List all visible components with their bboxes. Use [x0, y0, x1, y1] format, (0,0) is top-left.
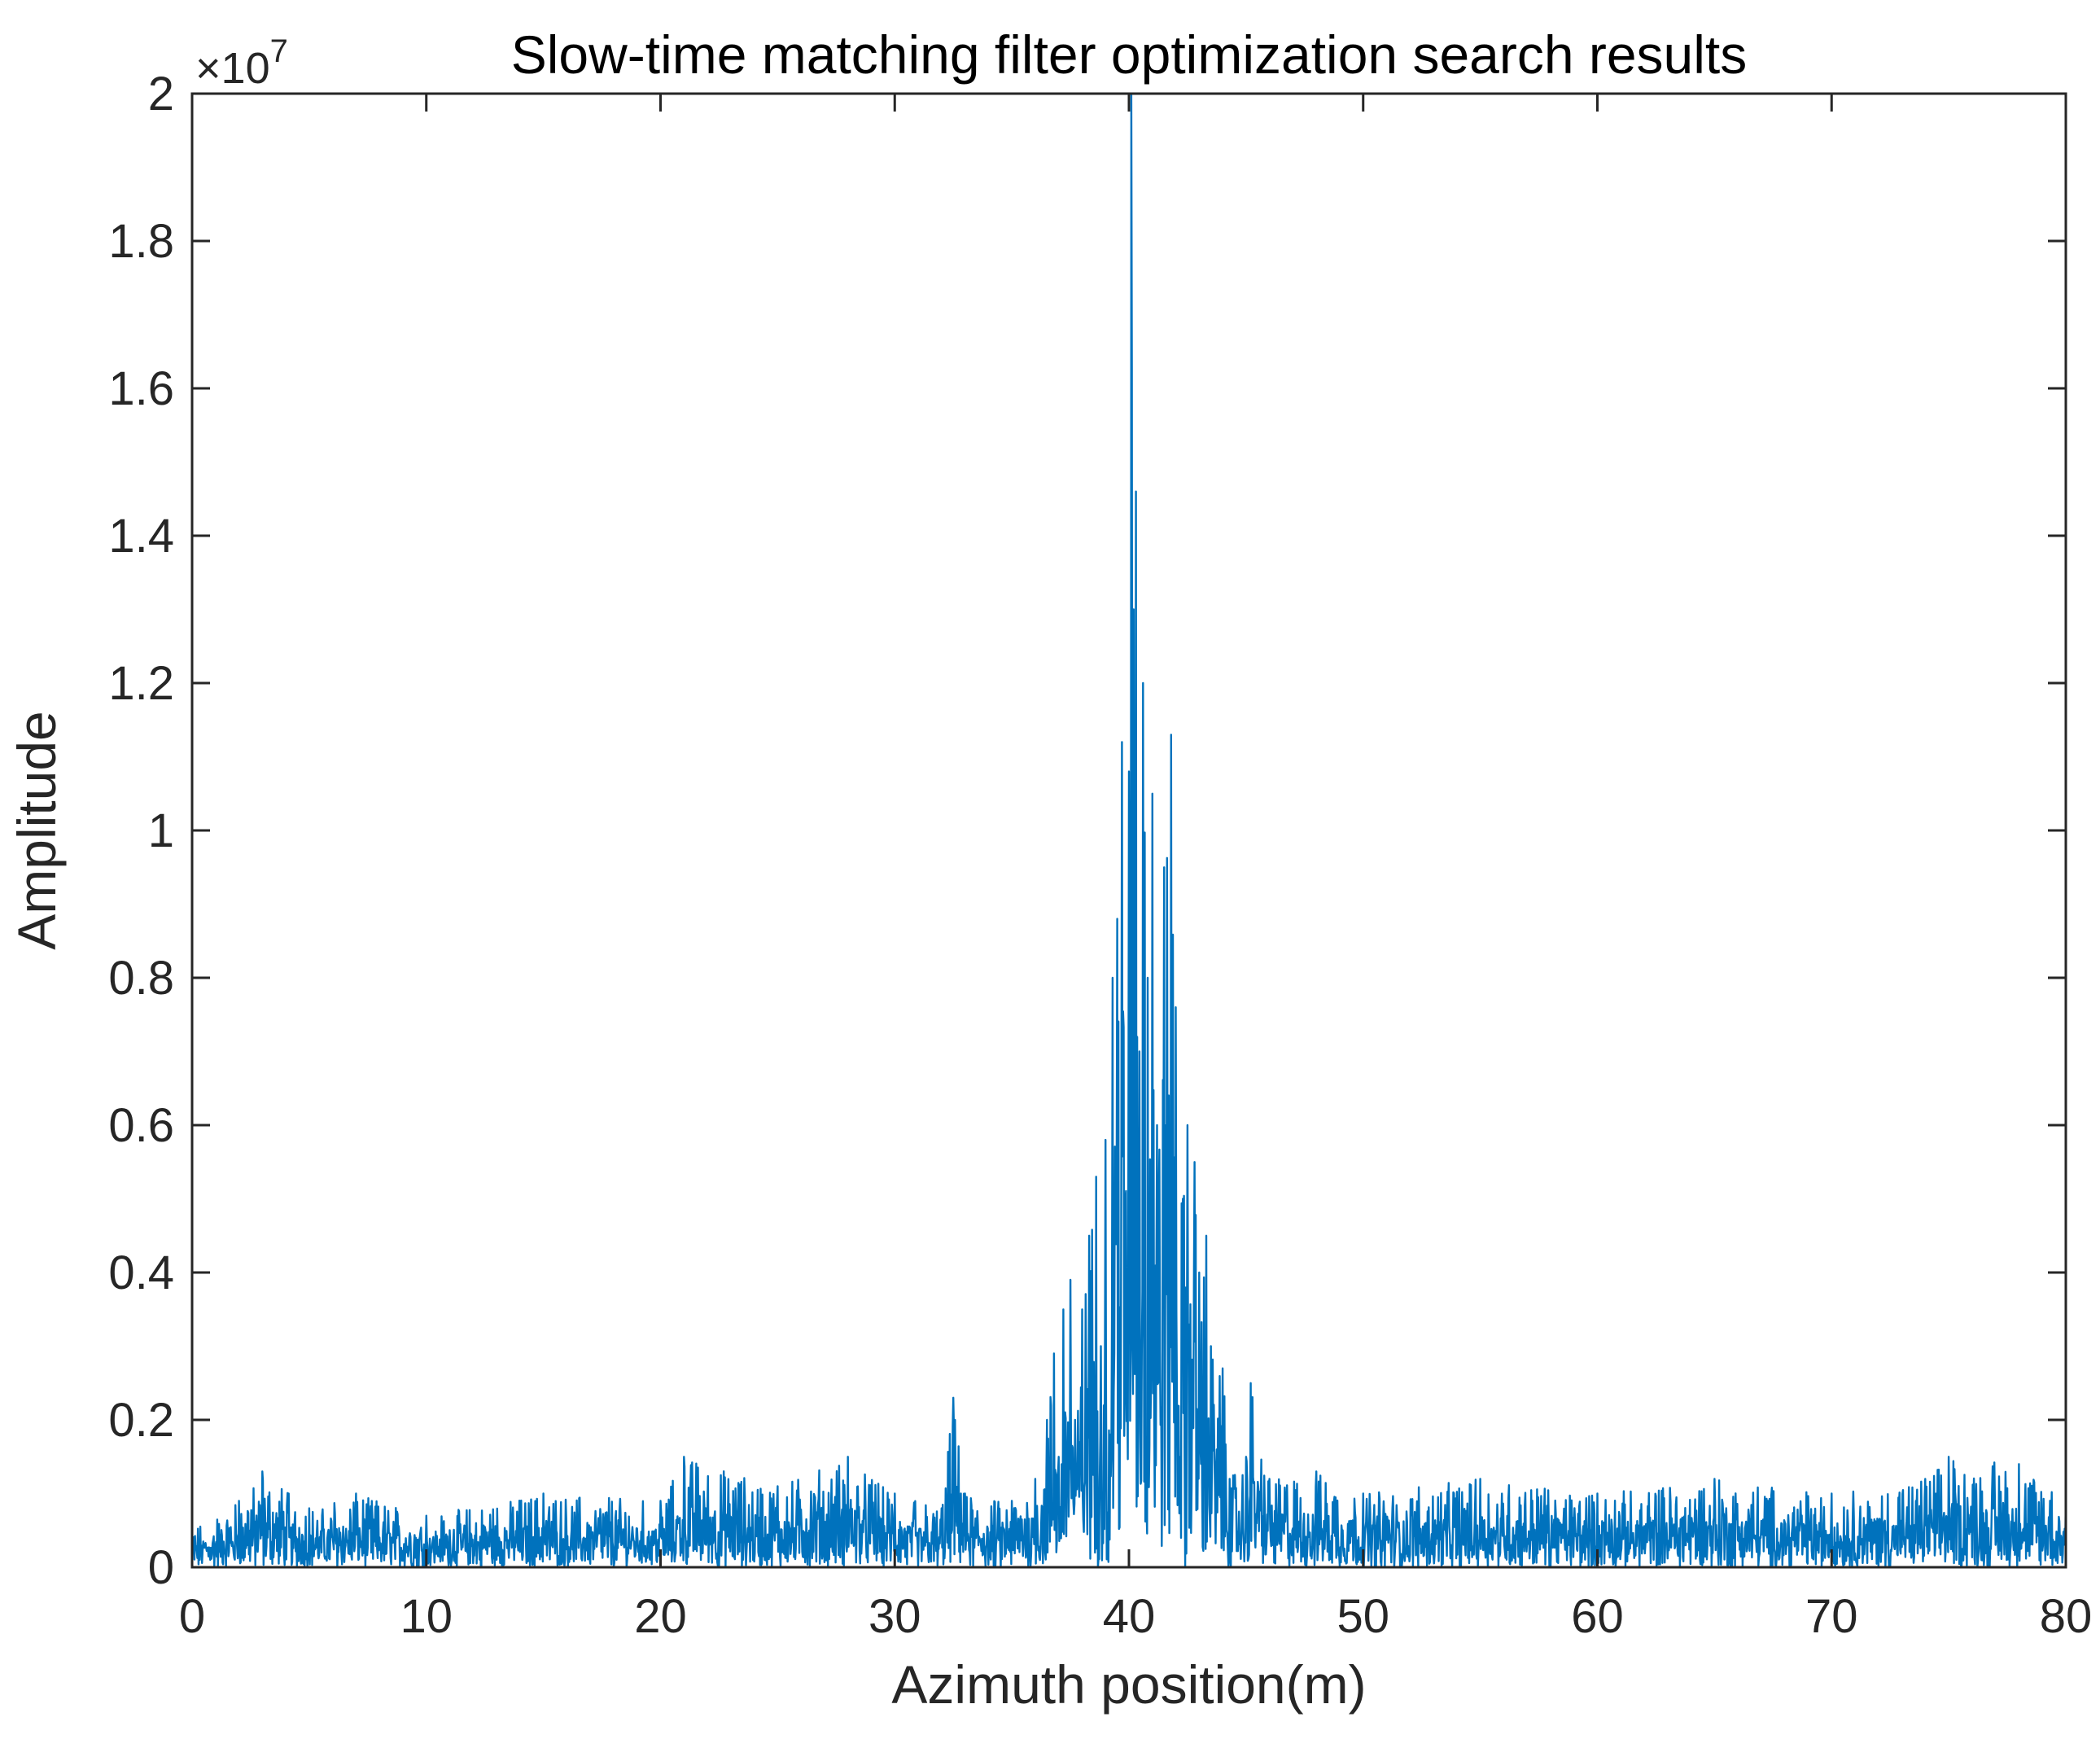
- chart-title: Slow-time matching filter optimization s…: [511, 24, 1748, 85]
- y-tick-label: 1: [148, 804, 174, 857]
- x-tick-label: 70: [1805, 1590, 1858, 1643]
- y-tick-label: 0.2: [108, 1394, 174, 1447]
- y-tick-label: 1.8: [108, 215, 174, 268]
- y-tick-label: 2: [148, 68, 174, 120]
- y-tick-label: 0.4: [108, 1246, 174, 1299]
- y-tick-label: 0.6: [108, 1099, 174, 1152]
- x-tick-label: 60: [1571, 1590, 1624, 1643]
- x-tick-label: 50: [1337, 1590, 1389, 1643]
- y-tick-label: 0.8: [108, 952, 174, 1005]
- x-axis-label: Azimuth position(m): [891, 1654, 1366, 1715]
- x-tick-label: 30: [868, 1590, 921, 1643]
- y-multiplier-base: ×10: [195, 44, 270, 93]
- y-tick-label: 1.6: [108, 362, 174, 415]
- y-tick-label: 1.2: [108, 657, 174, 710]
- y-tick-label: 0: [148, 1541, 174, 1594]
- y-multiplier-exponent: 7: [270, 33, 288, 69]
- x-tick-label: 80: [2040, 1590, 2093, 1643]
- y-axis-label: Amplitude: [7, 711, 67, 950]
- series-line: [190, 92, 2067, 1569]
- x-tick-label: 0: [179, 1590, 205, 1643]
- plot-layer: [190, 92, 2067, 1569]
- x-tick-label: 10: [400, 1590, 453, 1643]
- plot-frame: [190, 92, 2067, 1569]
- label-layer: 0 10 20 30 40 50 60 70 80 0 0.2 0.4 0.6 0.8 1 1.2 1.4 1.6…: [108, 68, 2092, 1643]
- x-tick-label: 40: [1103, 1590, 1156, 1643]
- x-tick-label: 20: [634, 1590, 687, 1643]
- y-multiplier-label: ×107: [195, 33, 288, 93]
- y-tick-label: 1.4: [108, 510, 174, 563]
